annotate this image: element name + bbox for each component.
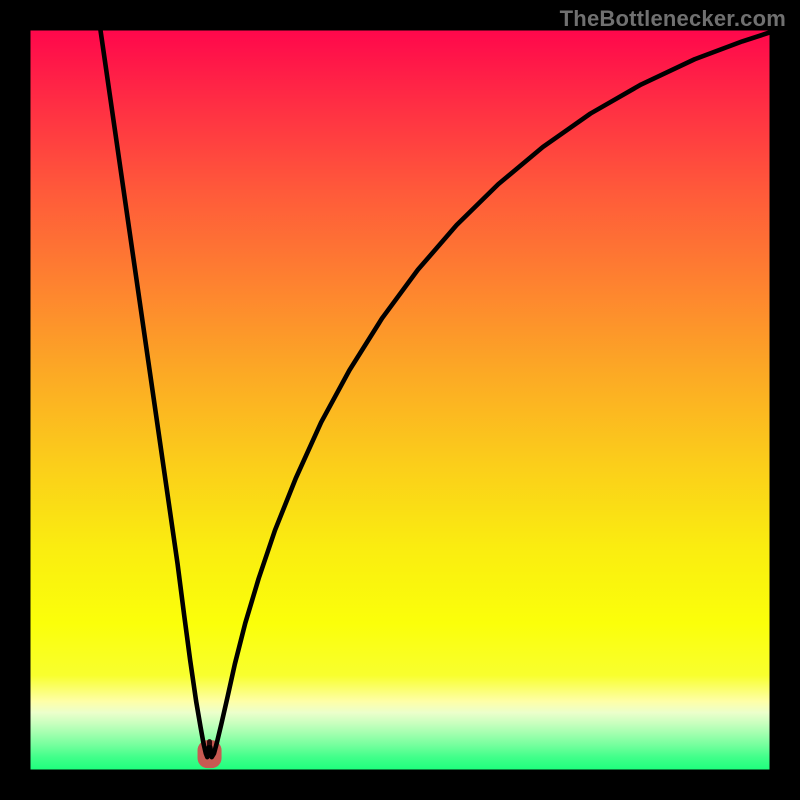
bottleneck-curve-chart: TheBottlenecker.com xyxy=(0,0,800,800)
watermark-text: TheBottlenecker.com xyxy=(560,6,786,32)
chart-svg xyxy=(0,0,800,800)
